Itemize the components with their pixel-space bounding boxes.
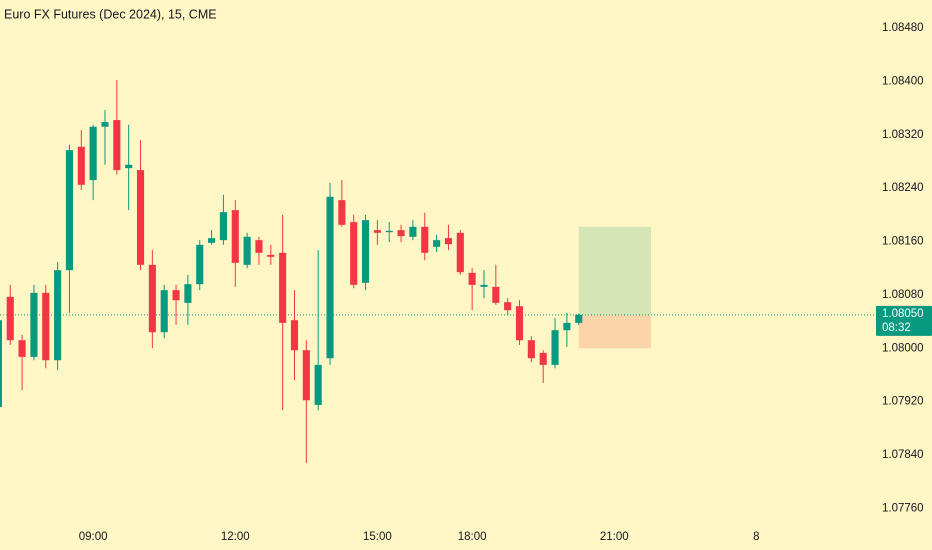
candle-body <box>302 350 310 401</box>
x-tick-label: 18:00 <box>458 531 487 543</box>
candle-body <box>219 212 227 241</box>
candle-body <box>172 290 180 301</box>
candle-body <box>492 286 500 303</box>
y-tick-label: 1.08080 <box>882 289 924 301</box>
y-tick-label: 1.08400 <box>882 75 924 87</box>
candle-body <box>361 220 370 283</box>
y-tick-label: 1.08000 <box>882 342 924 354</box>
candle-body <box>65 150 74 271</box>
candle-body <box>350 222 358 285</box>
candle-body <box>231 210 239 263</box>
candle-body <box>338 200 346 225</box>
candle-body <box>527 340 535 359</box>
y-tick-label: 1.08480 <box>882 22 924 34</box>
candle-body <box>290 320 299 351</box>
candle-body <box>397 230 405 237</box>
candle-body <box>267 254 275 257</box>
candle-body <box>0 320 2 407</box>
x-tick-label: 15:00 <box>363 531 392 543</box>
candle-body <box>515 306 524 341</box>
y-tick-label: 1.08320 <box>882 129 924 141</box>
y-tick-label: 1.07920 <box>882 396 924 408</box>
candle-body <box>456 232 464 273</box>
candle-body <box>444 238 453 245</box>
candle-body <box>77 146 85 185</box>
candle-body <box>373 230 381 233</box>
x-tick-label: 21:00 <box>600 531 629 543</box>
stop-zone <box>578 314 651 349</box>
y-tick-label: 1.07760 <box>882 502 924 514</box>
plot-area <box>0 80 876 463</box>
candle-body <box>18 340 26 357</box>
target-zone <box>578 226 651 315</box>
candle-body <box>125 164 133 169</box>
candle-body <box>279 252 287 323</box>
x-tick-label: 8 <box>753 531 759 543</box>
candle-body <box>255 240 263 253</box>
y-tick-label: 1.08240 <box>882 182 924 194</box>
candle-body <box>421 226 429 253</box>
candle-body <box>385 230 393 233</box>
candle-body <box>480 284 488 287</box>
candle-body <box>575 314 583 323</box>
candle-body <box>196 244 204 285</box>
candle-body <box>326 196 334 359</box>
candle-body <box>314 364 322 405</box>
candle-body <box>551 330 559 365</box>
x-tick-label: 12:00 <box>221 531 250 543</box>
candle-body <box>468 272 476 285</box>
candle-body <box>243 236 251 265</box>
candle-body <box>113 120 121 171</box>
candle-body <box>160 290 168 333</box>
candle-body <box>409 226 417 237</box>
chart-title: Euro FX Futures (Dec 2024), 15, CME <box>4 7 217 21</box>
last-price-badge <box>876 305 932 336</box>
countdown-label: 08:32 <box>882 322 911 334</box>
candle-body <box>42 292 50 361</box>
y-tick-label: 1.08160 <box>882 236 924 248</box>
candle-body <box>6 296 14 341</box>
candle-body <box>539 352 547 365</box>
x-tick-label: 09:00 <box>79 531 108 543</box>
candle-body <box>208 238 216 243</box>
candle-body <box>433 240 441 247</box>
candle-body <box>30 292 38 357</box>
candle-body <box>54 270 62 361</box>
candle-body <box>136 170 145 265</box>
candle-body <box>504 302 512 311</box>
candle-body <box>184 284 192 303</box>
candle-body <box>148 264 156 333</box>
candle-body <box>563 322 571 331</box>
candle-body <box>101 122 109 127</box>
last-price-label: 1.08050 <box>882 308 924 320</box>
candle-body <box>89 126 97 181</box>
y-tick-label: 1.07840 <box>882 449 924 461</box>
